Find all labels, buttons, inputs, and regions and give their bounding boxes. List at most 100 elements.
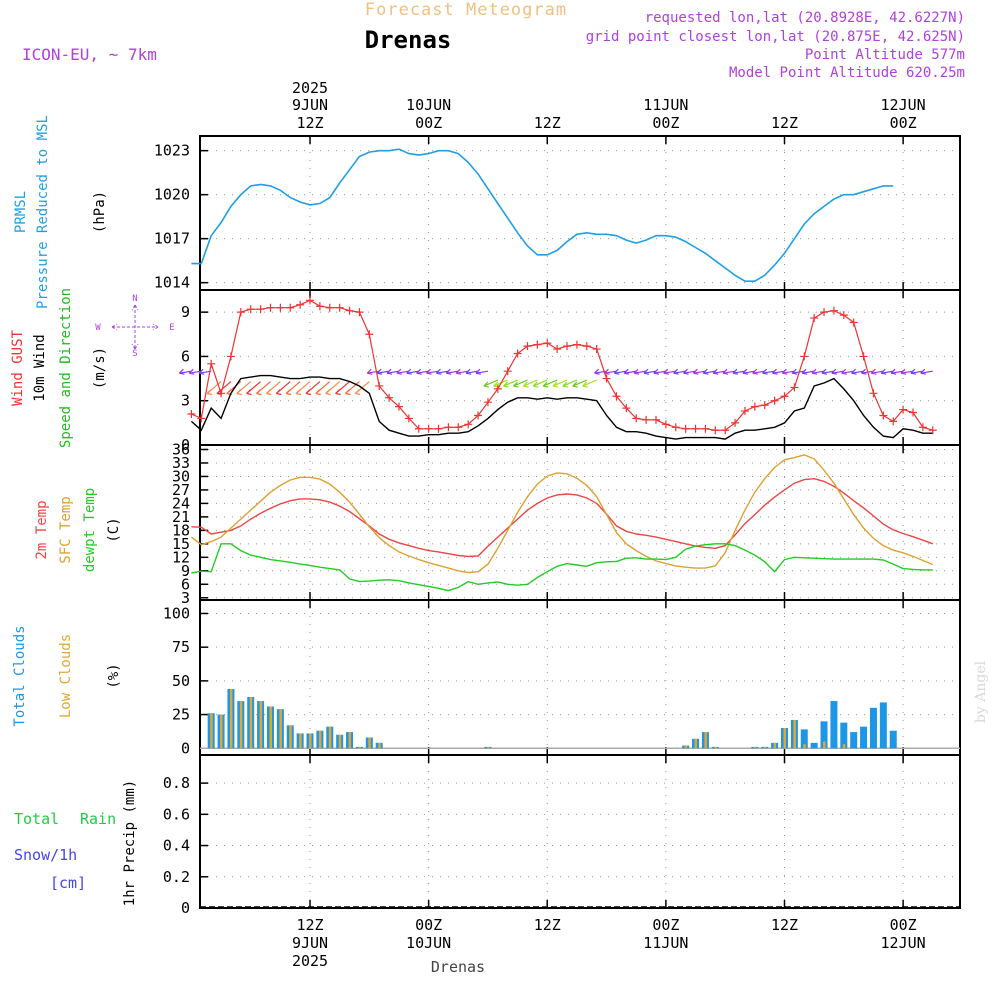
wind-arrow: [634, 370, 647, 374]
gust-point: [394, 402, 403, 411]
direction-label: Speed and Direction: [58, 288, 74, 448]
wind-arrow-head: [673, 368, 679, 375]
wind-arrow: [910, 370, 923, 374]
bottom-axis-label: 12Z: [771, 916, 798, 934]
gust-point: [790, 383, 799, 392]
wind-arrow-head: [335, 389, 341, 396]
gust-point: [711, 426, 720, 435]
low-clouds-bar: [783, 728, 786, 749]
temp-dewpt-label: dewpt Temp: [82, 488, 98, 572]
wind-arrow: [562, 379, 578, 387]
wind-arrow: [386, 370, 400, 374]
wind-arrow-head: [483, 381, 489, 388]
precip-unit: 1hr Precip (mm): [122, 780, 138, 906]
total-clouds-bar: [879, 702, 887, 749]
low-clouds-bar: [299, 733, 302, 749]
low-clouds-bar: [368, 737, 371, 749]
wind-arrow-head: [572, 381, 578, 388]
wind-arrow-head: [256, 389, 262, 396]
wind-arrow: [762, 370, 775, 374]
wind-arrow: [643, 370, 657, 374]
wind-arrow: [782, 370, 795, 374]
wind-arrow: [436, 370, 449, 374]
gust-point: [197, 414, 206, 423]
low-clouds-bar: [753, 746, 757, 749]
wind-arrow-head: [742, 368, 748, 375]
total-clouds-bar: [840, 722, 848, 749]
wind-arrow-head: [821, 368, 828, 375]
wind-arrow: [426, 370, 439, 374]
wind-unit: (m/s): [92, 347, 108, 389]
wind-arrow: [920, 370, 933, 374]
wind-arrow: [891, 370, 904, 374]
wind-arrow-head: [910, 368, 917, 375]
y-tick-label: 50: [172, 672, 190, 690]
y-tick-label: 27: [172, 481, 190, 499]
y-tick-label: 1017: [154, 230, 190, 248]
wind-arrow-head: [861, 368, 867, 375]
wind-arrow: [446, 370, 459, 374]
bottom-axis-label: 00Z: [890, 916, 917, 934]
gust-label: Wind GUST: [10, 330, 26, 406]
temp-sfc-label: SFC Temp: [58, 496, 74, 563]
wind-arrow-head: [683, 368, 689, 375]
low-clouds-bar: [793, 719, 796, 749]
temp-sfc-line: [190, 454, 934, 574]
gust-point: [800, 352, 809, 361]
gust-point: [325, 303, 334, 312]
precip-total-label: Total: [14, 810, 59, 828]
wind-arrow-head: [236, 389, 242, 396]
wind-arrow-head: [633, 368, 640, 375]
total-clouds-label: Total Clouds: [12, 625, 28, 726]
bottom-axis-label: 10JUN: [406, 934, 451, 952]
total-clouds-bar: [850, 732, 858, 749]
wind-arrow: [811, 370, 825, 374]
gust-point: [296, 300, 305, 309]
wind-arrow-head: [295, 389, 302, 396]
top-axis-label: 00Z: [890, 114, 917, 132]
y-tick-label: 0.2: [163, 868, 190, 886]
y-tick-label: 3: [181, 589, 190, 607]
wind-arrow-head: [890, 368, 897, 375]
y-tick-label: 36: [172, 440, 190, 458]
total-clouds-bar: [810, 742, 818, 749]
y-tick-label: 6: [181, 575, 190, 593]
top-axis-label: 2025: [292, 79, 328, 97]
temp-2m-label: 2m Temp: [34, 500, 50, 559]
gust-point: [513, 349, 522, 358]
gust-point: [721, 426, 730, 435]
bottom-axis-label: 2025: [292, 952, 328, 970]
wind-arrow-head: [426, 368, 432, 375]
gust-point: [523, 342, 532, 351]
wind-arrow: [465, 370, 479, 374]
gust-point: [474, 411, 483, 420]
gust-point: [563, 342, 572, 351]
panel-1: 0 3 6 9: [178, 289, 961, 454]
wind-arrow-head: [366, 368, 373, 375]
wind-arrow: [653, 370, 666, 374]
pressure-line: [191, 148, 894, 282]
panel-4: 0 0.2 0.4 0.6 0.8: [163, 754, 961, 917]
pressure-panel-labels: PRMSL Pressure Reduced to MSL (hPa): [13, 115, 108, 309]
low-clouds-bar: [279, 709, 282, 749]
gust-point: [661, 420, 670, 429]
y-tick-label: 25: [172, 706, 190, 724]
wind-arrow-head: [285, 389, 292, 396]
compass-w: W: [95, 323, 101, 333]
wind-arrow-head: [663, 368, 669, 375]
wind-arrow: [367, 370, 380, 374]
wind-arrow-head: [732, 368, 739, 375]
gust-point: [879, 411, 888, 420]
low-clouds-bar: [714, 746, 717, 749]
wind-arrow-head: [870, 368, 877, 375]
model-name: ICON-EU, ~ 7km: [22, 45, 157, 64]
temp-unit: (C): [106, 517, 122, 542]
watermark: by Angel: [973, 660, 989, 723]
wind-direction-arrows: [178, 368, 933, 396]
panel-frame: [199, 135, 961, 291]
wind-arrow: [722, 370, 736, 374]
gust-point: [226, 352, 235, 361]
gust-point: [918, 423, 927, 432]
gust-point: [404, 414, 413, 423]
